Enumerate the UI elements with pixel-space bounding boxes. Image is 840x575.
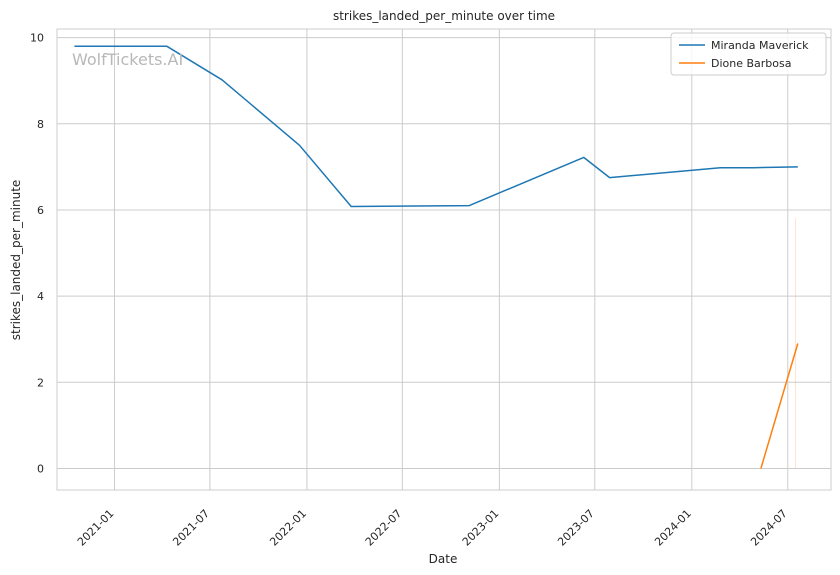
y-axis-label: strikes_landed_per_minute bbox=[9, 180, 23, 341]
legend: Miranda Maverick Dione Barbosa bbox=[670, 32, 827, 76]
x-tick-label: 2022-07 bbox=[363, 507, 405, 549]
y-tick-label: 6 bbox=[37, 204, 44, 217]
watermark-text: WolfTickets.AI bbox=[72, 50, 183, 69]
x-tick-label: 2024-01 bbox=[652, 507, 694, 549]
legend-box bbox=[670, 32, 827, 76]
x-tick-label: 2023-01 bbox=[460, 507, 502, 549]
series-line-miranda-maverick bbox=[74, 45, 798, 208]
x-tick-label: 2021-07 bbox=[170, 507, 212, 549]
plot-area bbox=[56, 28, 832, 491]
x-tick-label: 2023-07 bbox=[555, 507, 597, 549]
y-tick-label: 10 bbox=[30, 32, 44, 45]
grid bbox=[57, 29, 831, 490]
y-tick-label: 8 bbox=[37, 118, 44, 131]
chart-title: strikes_landed_per_minute over time bbox=[333, 9, 555, 23]
y-tick-label: 4 bbox=[37, 290, 44, 303]
legend-label-dione: Dione Barbosa bbox=[711, 57, 792, 70]
x-axis-label: Date bbox=[429, 552, 458, 566]
x-tick-label: 2022-01 bbox=[267, 507, 309, 549]
legend-label-miranda: Miranda Maverick bbox=[711, 39, 809, 52]
y-tick-label: 2 bbox=[37, 376, 44, 389]
series-lines bbox=[74, 45, 799, 469]
x-tick-label: 2021-01 bbox=[75, 507, 117, 549]
y-tick-label: 0 bbox=[37, 462, 44, 475]
x-tick-label: 2024-07 bbox=[748, 507, 790, 549]
series-line-dione-barbosa bbox=[760, 343, 799, 469]
